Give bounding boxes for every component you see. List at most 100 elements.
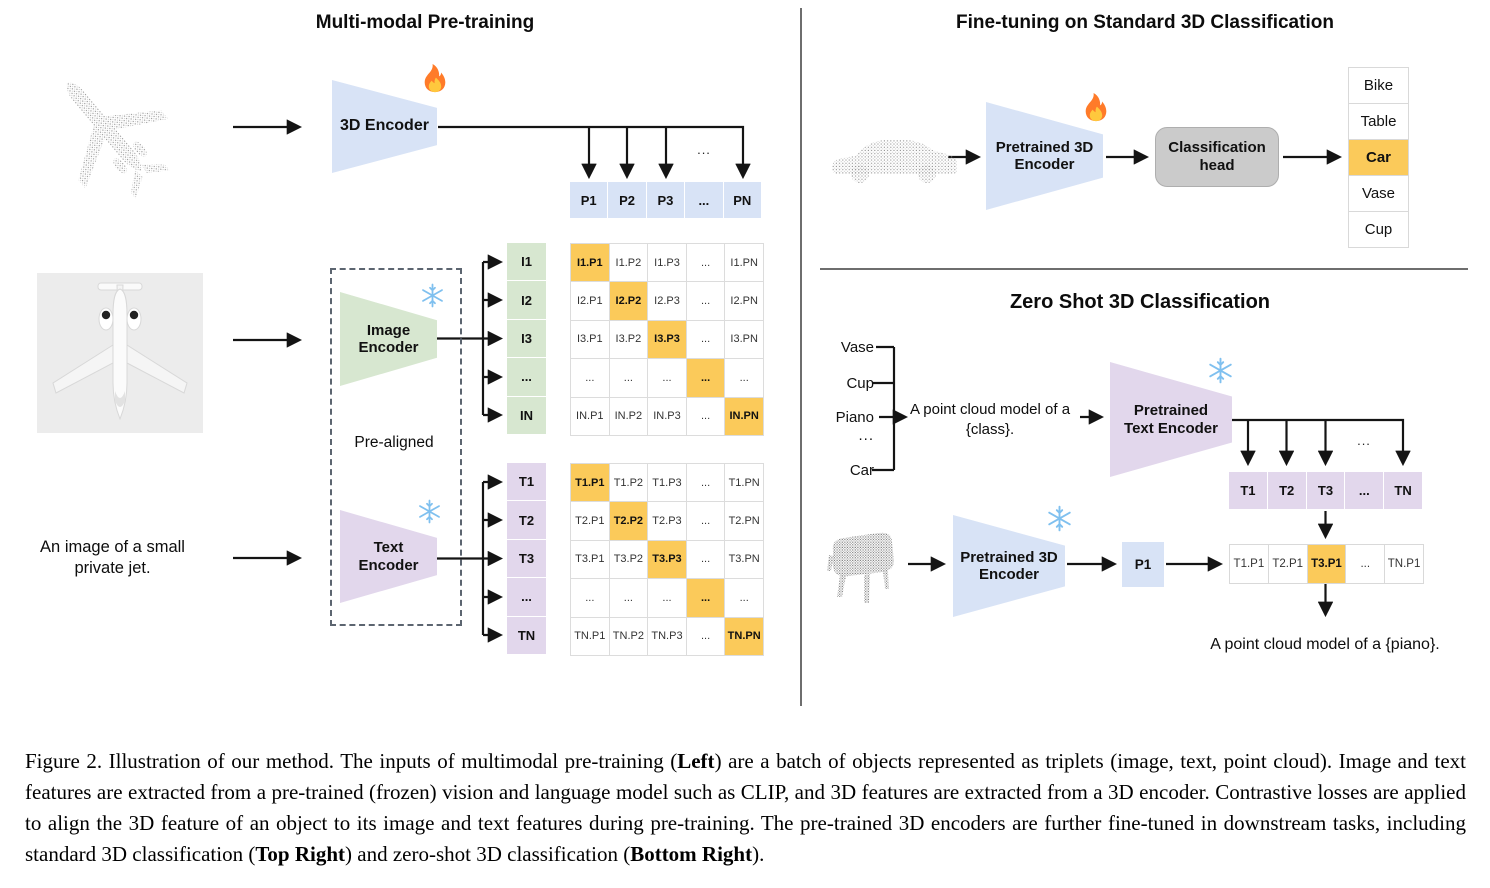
- matrix-cell: ...: [686, 359, 725, 397]
- zeroshot-class-label: Car: [849, 462, 874, 479]
- image-encoder-label: Image Encoder: [358, 321, 419, 356]
- matrix-cell: I2.P1: [571, 282, 609, 320]
- image-feature-cell: I2: [507, 281, 546, 319]
- matrix-cell: TN.P1: [571, 617, 609, 655]
- text-feature-cell: TN: [507, 616, 546, 654]
- airplane-point-cloud: [66, 82, 170, 199]
- snowflake-icon: [1209, 357, 1232, 384]
- matrix-cell: ...: [571, 359, 609, 397]
- matrix-cell: I1.P3: [648, 244, 686, 282]
- text-feature-column: T1 T2 T3... TN: [507, 463, 546, 654]
- matrix-cell: ...: [686, 617, 725, 655]
- matrix-cell: I2.P2: [609, 282, 648, 320]
- jet-photo: [37, 273, 203, 433]
- pre-aligned-box: [330, 268, 462, 626]
- zeroshot-result-text: A point cloud model of a {piano}.: [1210, 636, 1440, 653]
- matrix-cell: ...: [686, 579, 725, 617]
- text-feature-cell: T3: [507, 539, 546, 578]
- matrix-cell: T2.P1: [571, 502, 609, 540]
- matrix-cell: T2.PN: [725, 502, 763, 540]
- matrix-cell: TN.PN: [725, 617, 763, 655]
- caption-segment: Figure 2. Illustration of our method. Th…: [25, 749, 678, 773]
- text-feature-cell: T3: [1306, 472, 1345, 509]
- matrix-cell: ...: [725, 579, 763, 617]
- car-point-cloud: [832, 140, 957, 183]
- figure-caption: Figure 2. Illustration of our method. Th…: [25, 746, 1466, 870]
- matrix-cell: IN.P1: [571, 397, 609, 435]
- matrix-cell: ...: [648, 579, 686, 617]
- matrix-cell: T3.P3: [648, 540, 686, 579]
- class-cell: Car: [1349, 140, 1408, 175]
- zeroshot-class-label: Cup: [846, 375, 874, 392]
- text-feature-row: T1 T2 T3... TN: [1229, 472, 1422, 509]
- matrix-cell: I1.P2: [609, 244, 648, 282]
- matrix-cell: T1.PN: [725, 464, 763, 502]
- p1-feature-cell: P1: [1122, 542, 1164, 587]
- matrix-cell: TN.P3: [648, 617, 686, 655]
- finetune-panel-title: Fine-tuning on Standard 3D Classificatio…: [956, 12, 1334, 33]
- matrix-cell: T1.P2: [609, 464, 648, 502]
- matrix-cell: ...: [686, 464, 725, 502]
- pretrained-text-encoder-label: Pretrained Text Encoder: [1124, 402, 1218, 437]
- image-feature-cell: IN: [507, 396, 546, 434]
- class-cell: Vase: [1349, 176, 1408, 211]
- similarity-cell: TN.P1: [1385, 545, 1423, 583]
- image-feature-cell: ...: [507, 358, 546, 396]
- matrix-cell: I3.PN: [725, 320, 763, 359]
- similarity-result-row: T1.P1 T2.P1 T3.P1... TN.P1: [1229, 544, 1424, 584]
- snowflake-icon: [419, 499, 440, 524]
- text-point-similarity-matrix: T1.P1 T1.P2 T1.P3... T1.PN T2.P1 T2.P2 T2.P3..…: [570, 463, 764, 656]
- flame-icon: [1085, 92, 1107, 122]
- caption-segment: ) and zero-shot 3D classification (: [345, 842, 631, 866]
- caption-bold-segment: Left: [677, 749, 715, 773]
- snowflake-icon: [422, 283, 443, 308]
- zeroshot-class-label: ...: [858, 427, 874, 444]
- similarity-cell: T3.P1: [1307, 545, 1346, 583]
- matrix-cell: T3.P2: [609, 540, 648, 579]
- matrix-cell: T2.P3: [648, 502, 686, 540]
- zeroshot-class-label: Piano: [835, 409, 874, 426]
- matrix-cell: T3.PN: [725, 540, 763, 579]
- matrix-cell: ...: [648, 359, 686, 397]
- image-point-similarity-matrix: I1.P1 I1.P2 I1.P3... I1.PN I2.P1 I2.P2 I2.P3..…: [570, 243, 764, 436]
- matrix-cell: I2.P3: [648, 282, 686, 320]
- text-feature-cell: ...: [507, 578, 546, 616]
- classification-head-label: Classification head: [1168, 139, 1266, 174]
- similarity-cell: T1.P1: [1230, 545, 1268, 583]
- matrix-cell: ...: [609, 579, 648, 617]
- class-cell: Bike: [1349, 68, 1408, 103]
- pre-aligned-label: Pre-aligned: [354, 434, 434, 451]
- class-cell: Table: [1349, 104, 1408, 139]
- matrix-cell: I3.P1: [571, 320, 609, 359]
- zeroshot-panel-title: Zero Shot 3D Classification: [1009, 291, 1271, 313]
- matrix-cell: IN.P2: [609, 397, 648, 435]
- t-branch-ellipsis: ...: [1357, 433, 1371, 448]
- caption-bold-segment: Bottom Right: [630, 842, 753, 866]
- matrix-cell: T1.P3: [648, 464, 686, 502]
- matrix-cell: I2.PN: [725, 282, 763, 320]
- matrix-cell: I1.P1: [571, 244, 609, 282]
- matrix-cell: ...: [686, 502, 725, 540]
- matrix-cell: ...: [686, 244, 725, 282]
- image-feature-cell: I1: [507, 243, 546, 281]
- 3d-encoder-label: 3D Encoder: [340, 117, 429, 135]
- left-panel-title: Multi-modal Pre-training: [315, 12, 535, 33]
- snowflake-icon: [1048, 505, 1071, 532]
- image-feature-column: I1 I2 I3... IN: [507, 243, 546, 434]
- class-prediction-list: Bike Table Car Vase Cup: [1348, 67, 1409, 248]
- class-cell: Cup: [1349, 212, 1408, 247]
- matrix-cell: IN.PN: [725, 397, 763, 435]
- matrix-cell: T2.P2: [609, 502, 648, 540]
- pretrained-3d-encoder-label: Pretrained 3D Encoder: [960, 548, 1058, 583]
- text-feature-cell: ...: [1345, 472, 1384, 509]
- piano-point-cloud: [827, 532, 894, 603]
- matrix-cell: I3.P2: [609, 320, 648, 359]
- p-branch-ellipsis: ...: [697, 142, 711, 157]
- caption-bold-segment: Top Right: [255, 842, 346, 866]
- zeroshot-class-label: Vase: [840, 339, 874, 356]
- text-feature-cell: T2: [507, 501, 546, 539]
- p-feature-cell: PN: [723, 182, 761, 218]
- matrix-cell: ...: [686, 282, 725, 320]
- pretrained-3d-encoder-label: Pretrained 3D Encoder: [995, 138, 1094, 173]
